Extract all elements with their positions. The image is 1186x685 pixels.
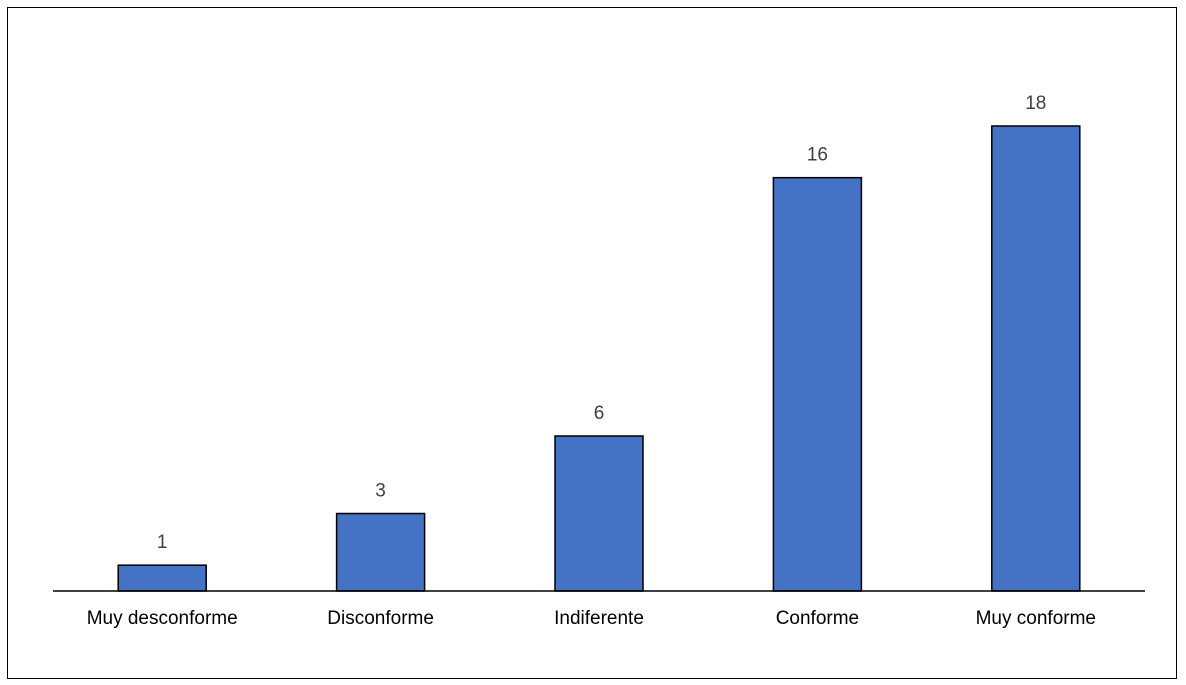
category-tick-label: Conforme — [776, 608, 859, 629]
bar-conforme — [772, 176, 863, 592]
data-label: 6 — [594, 403, 605, 424]
data-label: 16 — [807, 145, 828, 166]
bar-muy-desconforme — [117, 564, 207, 592]
data-label: 3 — [375, 481, 386, 502]
data-label: 1 — [157, 532, 168, 553]
category-tick-label: Muy conforme — [976, 608, 1096, 629]
category-tick-label: Muy desconforme — [87, 608, 238, 629]
bar-indiferente — [554, 435, 644, 592]
bar-muy-conforme — [991, 125, 1081, 592]
category-tick-label: Indiferente — [554, 608, 644, 629]
data-label: 18 — [1025, 93, 1046, 114]
bar-disconforme — [335, 512, 426, 592]
category-tick-label: Disconforme — [327, 608, 434, 629]
